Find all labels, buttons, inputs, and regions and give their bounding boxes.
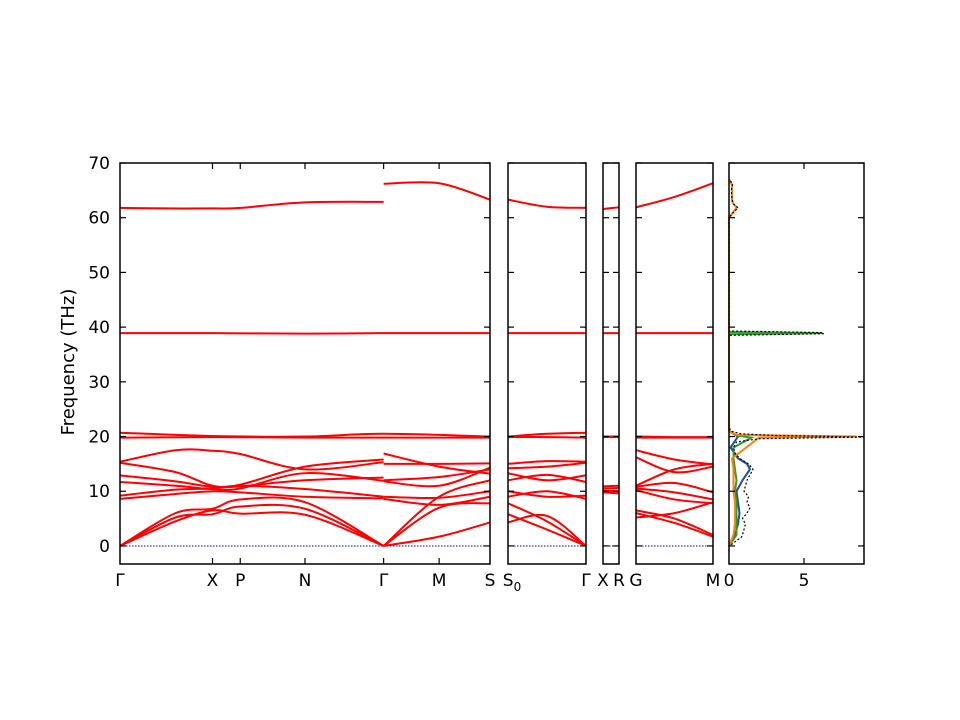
band-line [119, 200, 384, 210]
x-tick-label: S0 [503, 571, 521, 594]
y-tick-label: 70 [88, 154, 110, 174]
band-line [507, 472, 587, 482]
band-line [635, 501, 714, 519]
axes-frame [728, 162, 865, 565]
y-tick-label: 0 [99, 537, 110, 557]
x-tick-label: 5 [799, 571, 810, 591]
y-tick-label: 50 [88, 263, 110, 283]
y-tick-label: 60 [88, 209, 110, 229]
band-line [602, 206, 620, 210]
band-line [635, 462, 714, 487]
axes-frame [602, 162, 620, 565]
band-line [119, 448, 384, 471]
band-line [119, 431, 491, 438]
dos-total-line [728, 179, 865, 552]
band-line [635, 481, 714, 494]
x-tick-label: Γ [581, 571, 591, 591]
axes-frame [507, 162, 587, 565]
band-line [119, 484, 384, 498]
x-tick-label: S [485, 571, 496, 591]
x-tick-label: M [706, 571, 721, 591]
band-line [507, 490, 587, 500]
band-line [119, 436, 490, 439]
band-line [635, 182, 714, 209]
y-tick-label: 30 [88, 373, 110, 393]
band-line [507, 502, 587, 547]
band-line [383, 502, 491, 547]
band-line [119, 490, 384, 500]
band-line [507, 513, 587, 547]
band-line [507, 461, 587, 470]
y-tick-label: 20 [88, 428, 110, 448]
band-line [383, 495, 491, 506]
band-line [507, 431, 587, 438]
band-line [383, 466, 491, 488]
y-axis-title: Frequency (THz) [58, 289, 79, 436]
band-line [383, 468, 491, 482]
x-tick-label: N [299, 571, 312, 591]
band-line [119, 332, 491, 335]
x-tick-label: P [235, 571, 245, 591]
band-line [635, 487, 714, 501]
band-line [119, 509, 384, 547]
x-tick-label: 0 [724, 571, 735, 591]
band-line [507, 513, 587, 547]
band-line [383, 521, 491, 547]
dos-partial-line [728, 430, 752, 547]
subscript: 0 [514, 580, 522, 594]
band-line [507, 198, 587, 209]
x-tick-label: X [597, 571, 609, 591]
axes-frame [635, 162, 714, 565]
band-line [507, 436, 587, 439]
x-tick-label: Γ [115, 571, 125, 591]
band-line [635, 449, 714, 466]
band-line [119, 496, 385, 547]
band-line [507, 473, 587, 483]
dos-partial-line [728, 178, 857, 547]
band-line [383, 181, 491, 201]
y-tick-label: 40 [88, 318, 110, 338]
band-line [602, 484, 620, 488]
x-tick-label: Γ [379, 571, 389, 591]
band-panel-1: 0 10 20 30 40 50 60 70 Γ X P N Γ M S [88, 154, 495, 591]
band-line [507, 460, 587, 465]
axes-frame [119, 162, 491, 565]
x-tick-label: M [432, 571, 447, 591]
x-tick-label: R [613, 571, 625, 591]
band-line [635, 509, 714, 536]
y-tick-label: 10 [88, 482, 110, 502]
x-tick-label: G [629, 571, 642, 591]
band-line [119, 503, 385, 547]
band-line [119, 458, 384, 489]
x-tick-label: X [207, 571, 219, 591]
band-line [119, 472, 384, 491]
band-panel-2: S0 Γ [503, 162, 591, 594]
band-line [383, 462, 491, 465]
band-line [635, 456, 714, 474]
band-line [382, 479, 491, 547]
band-line [602, 486, 620, 490]
band-line [635, 489, 714, 505]
band-line [602, 491, 620, 495]
band-line [635, 512, 714, 538]
